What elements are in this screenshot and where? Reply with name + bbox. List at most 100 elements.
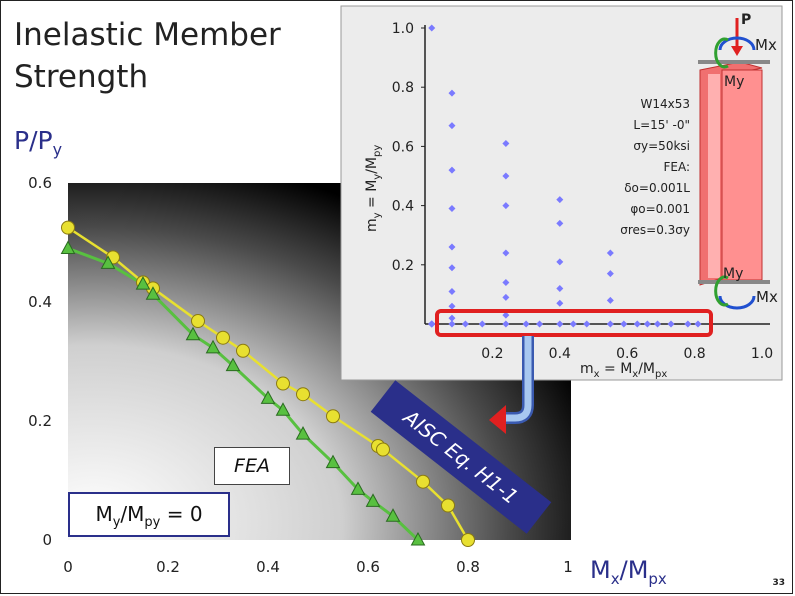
- aisc-point: [416, 474, 430, 489]
- inset-y-label: my = My/Mpy: [364, 145, 383, 232]
- inset-x-tick: 0.2: [481, 346, 503, 362]
- inset-point: [556, 196, 564, 204]
- x-tick-label: 0.4: [256, 558, 280, 576]
- fea-point: [325, 454, 341, 469]
- inset-point: [583, 320, 591, 328]
- inset-point: [448, 320, 456, 328]
- member-annotation: FEA:: [663, 160, 690, 174]
- inset-point: [461, 320, 469, 328]
- fea-point: [185, 326, 201, 341]
- member-annotation: L=15' -0": [633, 118, 690, 132]
- aisc-point: [326, 409, 340, 424]
- inset-point: [536, 320, 544, 328]
- fea-point: [135, 276, 151, 290]
- fea-point: [410, 531, 426, 546]
- inset-point: [556, 320, 564, 328]
- x-tick-label: 0: [63, 558, 73, 576]
- inset-point: [606, 270, 614, 278]
- inset-point: [556, 258, 564, 266]
- inset-point: [502, 320, 510, 328]
- member-annotation: φo=0.001: [630, 202, 690, 216]
- inset-point: [633, 320, 641, 328]
- inset-x-tick: 1.0: [751, 346, 773, 362]
- x-tick-labels: 0 0.2 0.4 0.6 0.8 1: [63, 558, 573, 576]
- aisc-point: [276, 376, 290, 391]
- x-tick-label: 0.2: [156, 558, 180, 576]
- fea-point: [350, 481, 366, 495]
- inset-point: [448, 166, 456, 174]
- y-tick-labels: 0 0.2 0.4 0.6: [28, 174, 52, 549]
- inset-point: [502, 172, 510, 180]
- main-x-axis-label: Mx/Mpx: [590, 556, 667, 588]
- inset-point: [694, 320, 702, 328]
- my-bottom-label: My: [723, 266, 743, 282]
- inset-point: [556, 219, 564, 227]
- inset-point: [448, 314, 456, 322]
- inset-point: [448, 264, 456, 272]
- inset-x-tick: 0.8: [683, 346, 705, 362]
- inset-point: [478, 320, 486, 328]
- y-tick-label: 0.2: [28, 412, 52, 430]
- inset-point: [448, 287, 456, 295]
- inset-point: [667, 320, 675, 328]
- member-annotation: σy=50ksi: [633, 139, 690, 153]
- aisc-point: [236, 343, 250, 358]
- series-group: [60, 220, 475, 547]
- inset-point: [606, 320, 614, 328]
- y-tick-label: 0.6: [28, 174, 52, 192]
- inset-point: [502, 279, 510, 287]
- fea-point: [100, 255, 116, 269]
- inset-point: [620, 320, 628, 328]
- inset-point: [684, 320, 692, 328]
- callout-arrowhead-icon: [489, 405, 506, 434]
- inset-point: [502, 139, 510, 147]
- inset-points: [428, 24, 702, 328]
- aisc-point: [376, 442, 390, 457]
- member-annotation: δo=0.001L: [624, 181, 690, 195]
- member-annotation: σres=0.3σy: [620, 223, 690, 237]
- member-web: [721, 69, 763, 281]
- fea-label: FEA: [214, 447, 290, 485]
- callout-arrow-inner: [505, 336, 532, 422]
- inset-x-label: mx = Mx/Mpx: [580, 361, 667, 380]
- fea-point: [385, 508, 401, 522]
- inset-point: [606, 296, 614, 304]
- inset-point: [428, 24, 436, 32]
- main-y-label-text: P/P: [14, 126, 53, 155]
- slide-number: 33: [772, 578, 785, 588]
- inset-point: [606, 249, 614, 257]
- load-arrowhead-icon: [731, 46, 743, 56]
- moment-bottom-icon: [718, 295, 756, 310]
- moment-top-icon: [718, 36, 756, 51]
- load-label: P: [741, 12, 751, 28]
- aisc-point: [61, 220, 75, 235]
- aisc-point: [441, 498, 455, 513]
- inset-point: [428, 320, 436, 328]
- inset-y-tick: 0.6: [392, 139, 414, 155]
- aisc-point: [216, 330, 230, 345]
- aisc-point: [296, 387, 310, 402]
- member-drawing: P Mx My My Mx: [698, 12, 778, 310]
- inset-point: [448, 243, 456, 251]
- fea-point: [295, 426, 311, 440]
- inset-point: [502, 202, 510, 210]
- member-annotation: W14x53: [640, 97, 690, 111]
- inset-y-tick: 1.0: [392, 21, 414, 37]
- aisc-point: [461, 533, 475, 547]
- aisc-point: [191, 314, 205, 329]
- inset-annotations: W14x53 L=15' -0" σy=50ksi FEA: δo=0.001L φo=0…: [620, 97, 690, 237]
- inset-point: [654, 320, 662, 328]
- moment-ratio-box: My/Mpy = 0: [68, 492, 230, 537]
- x-tick-label: 1: [563, 558, 573, 576]
- my-top-label: My: [724, 74, 744, 90]
- inset-point: [448, 89, 456, 97]
- inset-point: [643, 320, 651, 328]
- inset-tick-labels: 0.2 0.4 0.6 0.8 1.0 0.2 0.4 0.6 0.8 1.0: [392, 21, 773, 362]
- inset-point: [502, 293, 510, 301]
- x-tick-label: 0.6: [356, 558, 380, 576]
- fea-point: [275, 402, 291, 416]
- inset-point: [556, 299, 564, 307]
- moment-bottom-green-icon: [714, 275, 729, 307]
